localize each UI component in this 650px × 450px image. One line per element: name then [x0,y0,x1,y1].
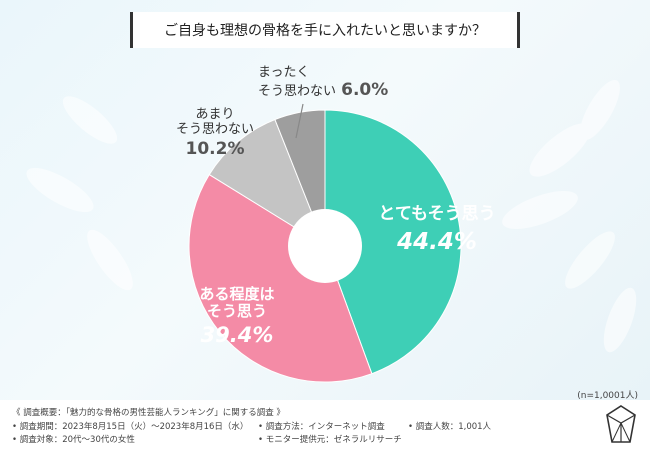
slice-label-somewhat-disagree: あまり そう思わない 10.2% [160,107,270,159]
survey-overview: 《 調査概要：「魅力的な骨格の男性芸能人ランキング」に関する調査 》 [12,408,285,418]
slice-somewhat-agree [188,173,373,383]
slice-value-label: 44.4% [397,228,477,255]
slice-label-somewhat-agree: ある程度は そう思う 39.4% [172,285,302,347]
pie-chart [188,103,462,383]
sample-size: (n=1,0001人) [577,391,638,401]
slice-label-strongly-disagree: まったく そう思わない 6.0% [258,65,408,100]
survey-target: • 調査対象：20代〜30代の女性 [12,435,135,445]
slice-value-label: 39.4% [200,322,274,347]
leader-line [295,103,304,139]
slice-label-line: とてもそう思う [378,204,496,224]
survey-footer: 《 調査概要：「魅力的な骨格の男性芸能人ランキング」に関する調査 》 • 調査期… [0,400,650,450]
slice-value-label: 10.2% [185,138,245,159]
survey-method: • 調査方法：インターネット調査 [258,422,385,432]
slice-label-line: ある程度は [199,285,275,303]
survey-count: • 調査人数：1,001人 [408,422,492,432]
slice-label-strongly-agree: とてもそう思う 44.4% [362,204,512,255]
slice-label-line: そう思う [206,302,267,321]
leaf-decoration [0,0,650,400]
chart-title-text: ご自身も理想の骨格を手に入れたいと思いますか？ [164,23,486,39]
chart-title: ご自身も理想の骨格を手に入れたいと思いますか？ [130,12,520,48]
slice-value-label: 6.0% [341,79,389,100]
slice-label-line: そう思わない [258,83,337,99]
survey-provider: • モニター提供元：ゼネラルリサーチ [258,435,402,445]
slice-strongly-agree [324,109,462,375]
diamond-logo-icon [606,405,636,443]
slice-label-line: あまり [195,107,235,122]
pie-center-hole [288,209,362,283]
slice-label-line: まったく [258,65,310,80]
slice-somewhat-disagree [208,118,327,248]
slice-label-line: そう思わない [175,121,254,137]
survey-period: • 調査期間：2023年8月15日（火）〜2023年8月16日（水） [12,422,249,432]
